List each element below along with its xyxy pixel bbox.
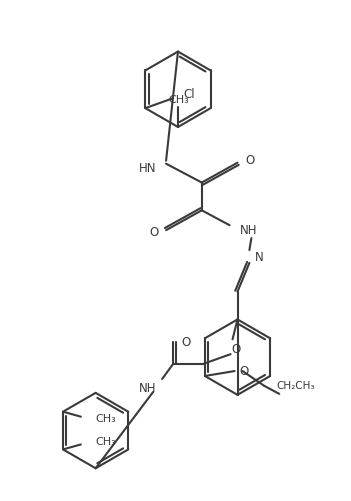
Text: Cl: Cl [183, 88, 195, 101]
Text: O: O [245, 154, 255, 167]
Text: O: O [231, 343, 240, 356]
Text: O: O [149, 225, 158, 238]
Text: O: O [240, 365, 249, 378]
Text: N: N [256, 252, 264, 265]
Text: NH: NH [139, 382, 156, 395]
Text: HN: HN [139, 162, 156, 175]
Text: CH₂CH₃: CH₂CH₃ [276, 381, 315, 391]
Text: CH₃: CH₃ [168, 95, 189, 105]
Text: NH: NH [239, 223, 257, 236]
Text: O: O [181, 336, 190, 349]
Text: CH₃: CH₃ [96, 414, 117, 424]
Text: CH₃: CH₃ [96, 437, 117, 447]
